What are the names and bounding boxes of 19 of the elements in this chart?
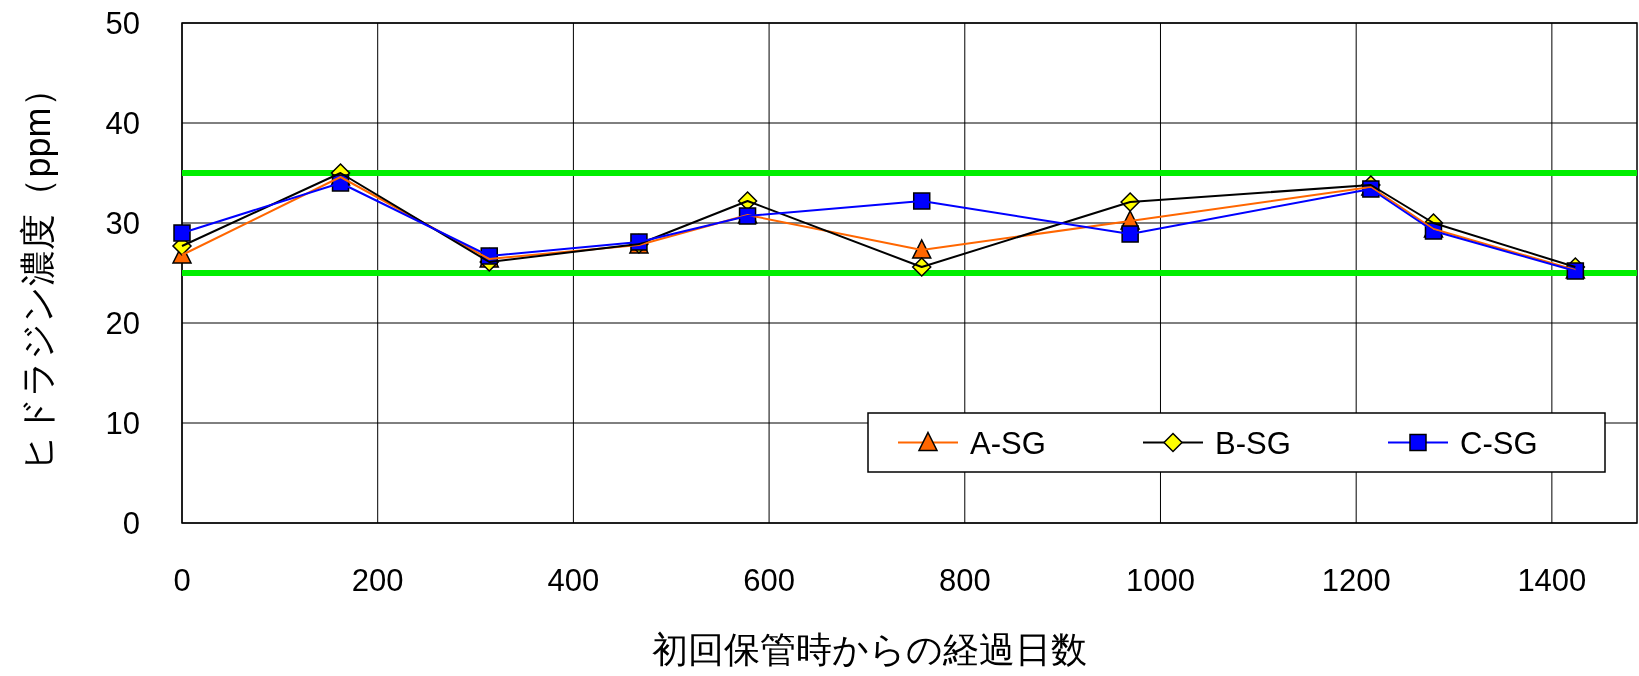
x-axis-title: 初回保管時からの経過日数 — [652, 629, 1087, 670]
y-tick-label: 30 — [105, 206, 140, 241]
y-tick-label: 0 — [122, 506, 140, 541]
y-tick-label: 50 — [105, 6, 140, 41]
x-tick-label: 1000 — [1126, 563, 1195, 598]
x-tick-label: 1400 — [1517, 563, 1587, 598]
x-tick-label: 800 — [938, 563, 991, 598]
x-tick-label: 400 — [547, 563, 600, 598]
x-tick-label: 200 — [351, 563, 404, 598]
legend-label: A-SG — [970, 425, 1046, 461]
x-tick-label: 1200 — [1321, 563, 1391, 598]
x-tick-label: 600 — [743, 563, 795, 598]
legend-label: C-SG — [1460, 425, 1538, 461]
y-tick-label: 40 — [105, 106, 140, 141]
y-axis-title: ヒドラジン濃度（ppm） — [17, 71, 58, 471]
x-tick-label: 0 — [173, 563, 191, 598]
y-tick-label: 10 — [105, 406, 140, 441]
y-tick-label: 20 — [105, 306, 140, 341]
legend-label: B-SG — [1215, 425, 1291, 461]
